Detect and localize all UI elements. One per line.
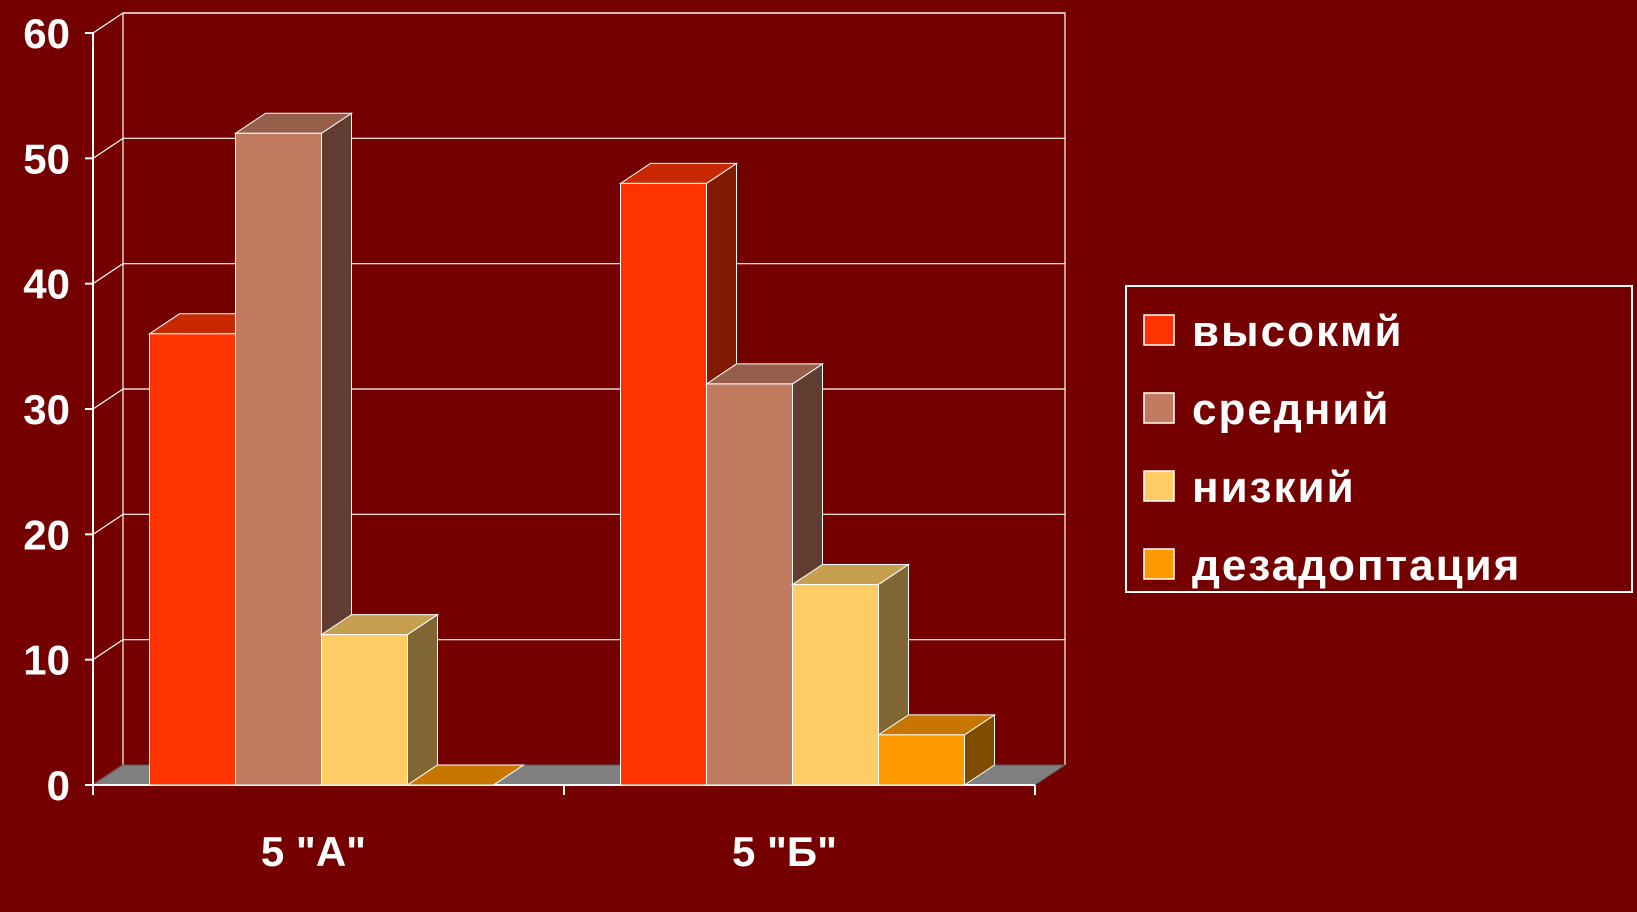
- bar-front: [792, 583, 879, 786]
- bar-front: [620, 182, 707, 786]
- gridline-side: [92, 263, 124, 285]
- legend-swatch: [1143, 314, 1175, 346]
- bar-front: [321, 634, 408, 786]
- y-tick-label: 40: [23, 261, 70, 308]
- x-tick-label: 5 "А": [261, 828, 366, 875]
- bar-front: [149, 333, 236, 786]
- legend-swatch: [1143, 548, 1175, 580]
- gridline-side: [92, 639, 124, 661]
- y-tick-labels: 0 10 20 30 40 50 60: [23, 10, 70, 809]
- gridline-side: [92, 137, 124, 159]
- y-tick-label: 50: [23, 135, 70, 182]
- legend-label: высокмй: [1192, 307, 1404, 356]
- bar: [876, 713, 997, 786]
- gridline-side: [92, 388, 124, 410]
- bar-front: [878, 734, 965, 786]
- legend-label: дезадоптация: [1192, 541, 1521, 590]
- bar: [790, 563, 911, 786]
- bar-side: [407, 613, 438, 786]
- legend-swatch: [1143, 470, 1175, 502]
- legend-box: [1125, 285, 1633, 593]
- legend-label: низкий: [1192, 463, 1356, 512]
- y-tick-label: 30: [23, 386, 70, 433]
- y-tick-label: 20: [23, 511, 70, 558]
- bar-top: [405, 764, 526, 786]
- gridline-side: [92, 12, 124, 34]
- bars: [147, 112, 997, 786]
- bar: [233, 112, 354, 786]
- x-tick-labels: 5 "А" 5 "Б": [261, 828, 837, 875]
- legend: высокмй средний низкий дезадоптация: [1125, 285, 1633, 593]
- y-tick-label: 10: [23, 637, 70, 684]
- gridline-side: [92, 513, 124, 535]
- x-tick-label: 5 "Б": [732, 828, 837, 875]
- bar: [319, 613, 440, 786]
- bar: [405, 764, 526, 786]
- y-tick-label: 60: [23, 10, 70, 57]
- bar-front: [235, 132, 322, 786]
- y-tick-label: 0: [47, 762, 70, 809]
- legend-label: средний: [1192, 385, 1390, 434]
- legend-swatch: [1143, 392, 1175, 424]
- bar-front: [706, 383, 793, 786]
